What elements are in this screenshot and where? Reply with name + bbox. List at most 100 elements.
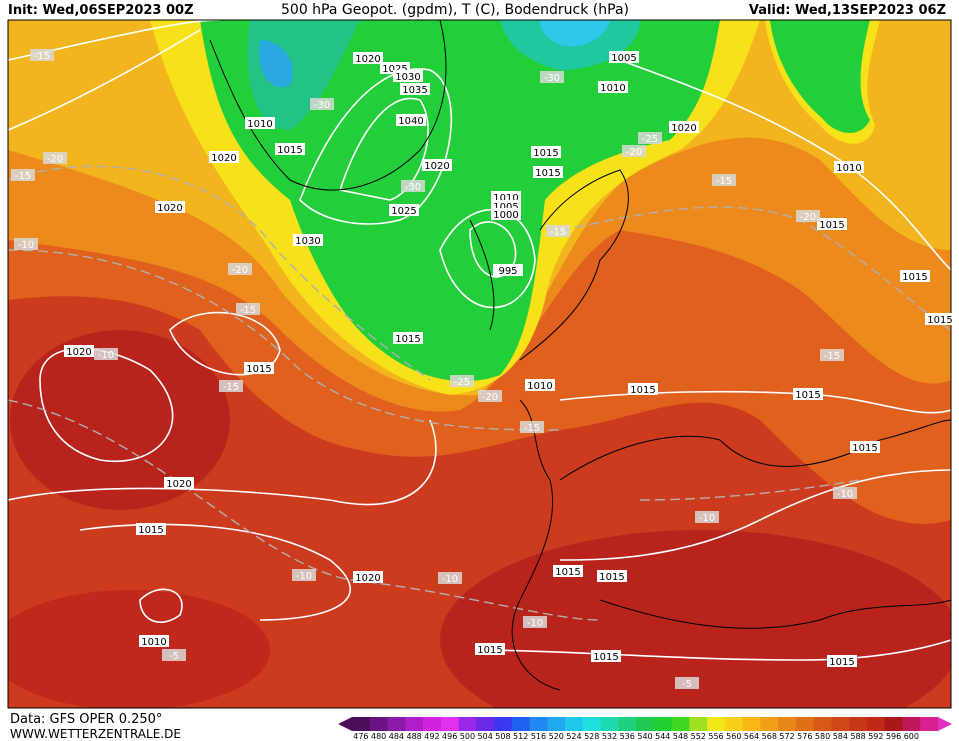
map-frame: [7, 19, 952, 709]
temperature-label-box: [401, 180, 425, 192]
colorbar-cell: [760, 717, 779, 731]
temperature-label: -15: [716, 176, 732, 187]
pressure-label-box: [136, 523, 166, 535]
temperature-label-box: [43, 152, 67, 164]
pressure-label-box: [597, 570, 627, 582]
pressure-label-box: [793, 388, 823, 400]
colorbar-label: 588: [850, 732, 865, 741]
colorbar-cell: [636, 717, 655, 731]
pressure-label-box: [531, 146, 561, 158]
pressure-label-box: [817, 218, 847, 230]
colorbar-label: 576: [797, 732, 812, 741]
pressure-label: 1020: [166, 479, 191, 490]
temperature-label: -15: [34, 51, 50, 62]
temperature-label-box: [712, 174, 736, 186]
temperature-label: -15: [550, 227, 566, 238]
pressure-label: 1035: [402, 85, 427, 96]
pressure-label-box: [628, 383, 658, 395]
temperature-label-box: [820, 349, 844, 361]
pressure-label-box: [396, 114, 426, 126]
colorbar-label: 528: [584, 732, 599, 741]
colorbar-cell: [352, 717, 371, 731]
temperature-label-box: [11, 169, 35, 181]
pressure-label-box: [293, 234, 323, 246]
colorbar-cell: [529, 717, 548, 731]
pressure-label: 1020: [671, 123, 696, 134]
colorbar-label: 496: [442, 732, 457, 741]
pressure-label: 1015: [927, 315, 952, 326]
temperature-label-box: [450, 375, 474, 387]
pressure-label: 1015: [138, 525, 163, 536]
colorbar-label: 544: [655, 732, 670, 741]
colorbar-label: 592: [868, 732, 883, 741]
pressure-label-box: [609, 51, 639, 63]
temperature-label: -15: [15, 171, 31, 182]
pressure-label: 1010: [836, 163, 861, 174]
colorbar-cell: [387, 717, 406, 731]
colorbar-label: 532: [602, 732, 617, 741]
pressure-label: 1020: [66, 347, 91, 358]
temperature-label-box: [162, 649, 186, 661]
temperature-label-box: [228, 263, 252, 275]
colorbar-label: 508: [495, 732, 510, 741]
pressure-label: 1015: [852, 443, 877, 454]
colorbar-cell: [369, 717, 389, 731]
pressure-label-box: [353, 571, 383, 583]
temperature-label: -30: [405, 182, 421, 193]
colorbar-label: 480: [371, 732, 386, 741]
colorbar-label: 584: [833, 732, 848, 741]
pressure-label: 995: [498, 266, 517, 277]
colorbar-cell: [689, 717, 708, 731]
temperature-label: -5: [169, 651, 179, 662]
temperature-label-box: [520, 421, 544, 433]
temperature-label: -10: [18, 240, 34, 251]
map-title: 500 hPa Geopot. (gpdm), T (C), Bodendruc…: [281, 2, 629, 18]
pressure-label-box: [389, 204, 419, 216]
colorbar-label: 500: [460, 732, 475, 741]
pressure-label-box: [400, 83, 430, 95]
pressure-label: 1015: [593, 652, 618, 663]
colorbar-cell: [671, 717, 690, 731]
colorbar-cell: [582, 717, 602, 731]
pressure-label-box: [244, 362, 274, 374]
colorbar-cell: [920, 717, 939, 731]
pressure-label-box: [553, 565, 583, 577]
pressure-label: 1030: [395, 72, 420, 83]
temperature-label: -20: [47, 154, 63, 165]
colorbar-label: 572: [779, 732, 794, 741]
pressure-label-box: [533, 166, 563, 178]
pressure-label: 1025: [391, 206, 416, 217]
map-field: [8, 20, 951, 708]
init-time: Init: Wed,06SEP2023 00Z: [8, 3, 194, 18]
pressure-label: 1015: [795, 390, 820, 401]
temperature-label-box: [622, 145, 646, 157]
temperature-label: -10: [837, 489, 853, 500]
pressure-label: 1005: [493, 202, 518, 213]
temperature-label: -10: [442, 574, 458, 585]
colorbar-cell: [405, 717, 424, 731]
colorbar-label: 540: [637, 732, 652, 741]
pressure-label-box: [422, 159, 452, 171]
colorbar-cell: [511, 717, 531, 731]
pressure-label: 1015: [555, 567, 580, 578]
temperature-label-box: [292, 569, 316, 581]
temperature-label-box: [94, 348, 118, 360]
colorbar-label: 580: [815, 732, 830, 741]
colorbar-cell: [476, 717, 495, 731]
temperature-label-box: [638, 132, 662, 144]
temperature-label: -10: [699, 513, 715, 524]
colorbar-cell: [778, 717, 797, 731]
pressure-label-box: [155, 201, 185, 213]
pressure-label-box: [491, 208, 521, 220]
temperature-label-box: [540, 71, 564, 83]
pressure-label: 1020: [157, 203, 182, 214]
temperature-label: -10: [98, 350, 114, 361]
temperature-label-box: [310, 98, 334, 110]
pressure-label: 1010: [247, 119, 272, 130]
temperature-label: -20: [800, 212, 816, 223]
pressure-label: 1000: [493, 210, 518, 221]
colorbar-label: 536: [620, 732, 635, 741]
colorbar-label: 568: [762, 732, 777, 741]
pressure-label-box: [164, 477, 194, 489]
